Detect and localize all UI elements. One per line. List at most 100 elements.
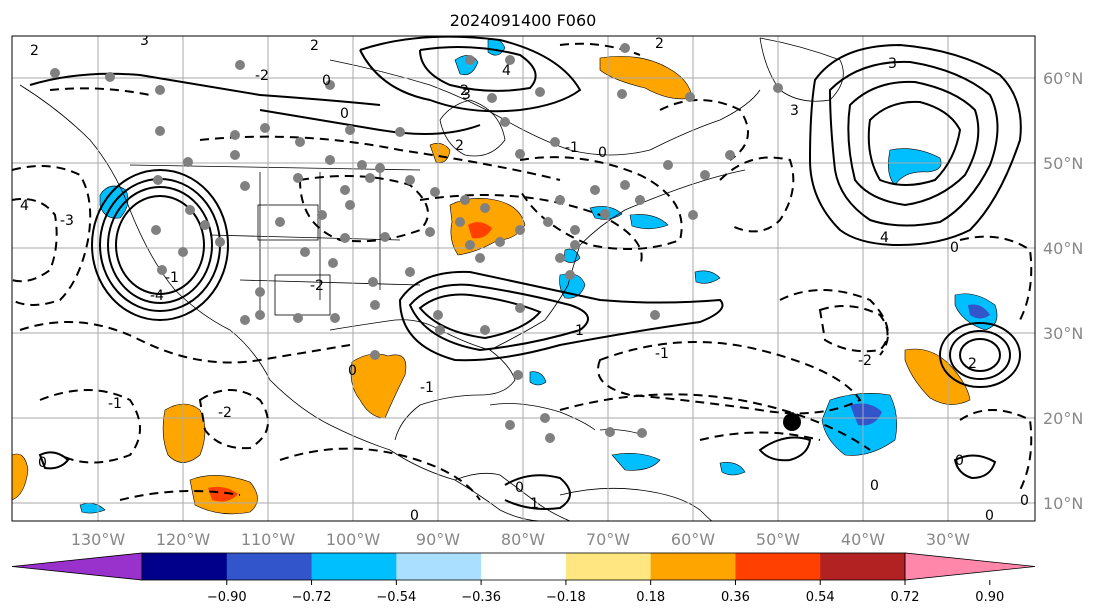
shade-blue-atl1 <box>694 270 721 284</box>
south-america <box>559 487 713 521</box>
low-west-ring-3 <box>107 186 213 304</box>
contour-label: 1 <box>575 323 584 339</box>
dash-6 <box>298 175 429 243</box>
lon-label: 110°W <box>241 530 296 549</box>
lon-label: 70°W <box>586 530 630 549</box>
contour-label: -1 <box>420 380 434 396</box>
central-america <box>454 472 571 521</box>
contour-label: 0 <box>38 455 47 471</box>
colorbar-tick-label: −0.36 <box>461 590 501 605</box>
contour-label: 0 <box>955 453 964 469</box>
colorbar-tick-label: −0.90 <box>207 590 247 605</box>
low-e30-ring3 <box>959 338 1001 372</box>
contour-label: 2 <box>455 138 464 154</box>
dash-18 <box>959 409 1033 491</box>
shade-orange-mex <box>350 353 407 419</box>
contour-label: 0 <box>322 73 331 89</box>
contour-label: 4 <box>20 198 29 214</box>
shade-orange-pac <box>162 403 206 463</box>
lat-label: 50°N <box>1043 154 1083 173</box>
contour-label: -1 <box>565 140 579 156</box>
contour-label: 2 <box>655 36 664 52</box>
colorbar-segment <box>311 553 397 580</box>
contour-label: 2 <box>968 356 977 372</box>
colorbar-segment <box>650 553 736 580</box>
lat-label: 30°N <box>1043 324 1083 343</box>
polar-solid-4 <box>259 109 481 135</box>
coast-gulf <box>329 319 516 441</box>
contour-label: 0 <box>950 240 959 256</box>
state-box-2 <box>274 274 331 316</box>
dash-20 <box>559 42 641 56</box>
dash-9 <box>419 194 643 266</box>
dash-22 <box>699 431 821 441</box>
colorbar-tick-label: 0.18 <box>636 590 665 605</box>
colorbar-segment <box>142 553 228 580</box>
colorbar-tick-label: 0.54 <box>806 590 835 605</box>
solid-contours <box>29 36 1022 510</box>
colorbar-segment <box>735 553 821 580</box>
shade-blue-bahamas <box>529 371 547 386</box>
map-panel: 2 3 -2 -3 0 -1 4 -4 2 4 0 2 -1 0 -2 0 -1… <box>12 33 1035 524</box>
dashed-contours <box>12 42 1033 501</box>
dash-1 <box>12 165 92 306</box>
low-ne-1 <box>808 43 1022 247</box>
trough-east-1 <box>398 270 724 362</box>
contour-label: 3 <box>140 33 149 49</box>
lat-label: 60°N <box>1043 69 1083 88</box>
trough-east-2 <box>408 283 589 352</box>
storm-center-marker <box>783 413 801 431</box>
s-am-solid <box>504 474 571 510</box>
shade-red-pac2 <box>208 486 238 502</box>
contour-label: 1 <box>530 496 539 512</box>
colorbar-tick-label: 0.72 <box>891 590 920 605</box>
lon-label: 30°W <box>926 530 970 549</box>
map-frame <box>11 35 1036 522</box>
colorbar: −0.90 −0.72 −0.54 −0.36 −0.18 0.18 0.36 0.54 0.7… <box>11 552 1036 605</box>
shade-red-lakes <box>468 222 492 239</box>
state-line-4 <box>209 234 401 241</box>
dash-15 <box>779 289 889 356</box>
lon-label: 120°W <box>156 530 211 549</box>
dash-19 <box>49 87 151 96</box>
shade-blue-e30-inner <box>968 304 990 319</box>
contour-labels: 2 3 -2 -3 0 -1 4 -4 2 4 0 2 -1 0 -2 0 -1… <box>20 33 1029 524</box>
lon-label: 40°W <box>841 530 885 549</box>
polar-solid-2 <box>419 45 537 92</box>
low-west-ring-1 <box>91 169 229 321</box>
colorbar-segment <box>481 553 567 580</box>
dash-2 <box>12 198 58 283</box>
lat-label: 20°N <box>1043 409 1083 428</box>
longitude-labels: 130°W 120°W 110°W 100°W 90°W 80°W 70°W 6… <box>71 530 970 549</box>
contour-label: 0 <box>340 106 349 122</box>
shade-blue-carib2 <box>719 462 746 476</box>
dash-10 <box>597 341 862 415</box>
coastlines <box>19 37 844 521</box>
dash-14 <box>659 99 749 161</box>
lon-label: 60°W <box>671 530 715 549</box>
contour-label: -3 <box>60 213 74 229</box>
contour-label: -4 <box>150 288 164 304</box>
latitude-labels: 60°N 50°N 40°N 30°N 20°N 10°N <box>1043 69 1083 513</box>
shade-orange-e25 <box>904 348 971 405</box>
contour-label: 0 <box>870 478 879 494</box>
dash-16 <box>818 305 889 353</box>
contour-label: 0 <box>410 508 419 524</box>
contour-label: 2 <box>310 38 319 54</box>
shade-blue-carib <box>611 453 661 471</box>
low-e30-ring2 <box>949 330 1011 380</box>
contour-label: -1 <box>108 396 122 412</box>
shade-blue-east2 <box>629 214 669 230</box>
low-ne-2 <box>828 60 999 227</box>
colorbar-extend-min <box>11 552 143 581</box>
polar-solid-1 <box>359 36 582 113</box>
shade-blue-ne <box>888 148 942 186</box>
lon-label: 80°W <box>501 530 545 549</box>
colorbar-tick-label: −0.54 <box>376 590 416 605</box>
low-e30-ring1 <box>939 322 1021 388</box>
dash-4 <box>39 389 141 464</box>
hispaniola <box>599 429 641 435</box>
contour-label: -1 <box>165 270 179 286</box>
dash-11 <box>559 393 871 451</box>
contour-label: -2 <box>310 278 324 294</box>
